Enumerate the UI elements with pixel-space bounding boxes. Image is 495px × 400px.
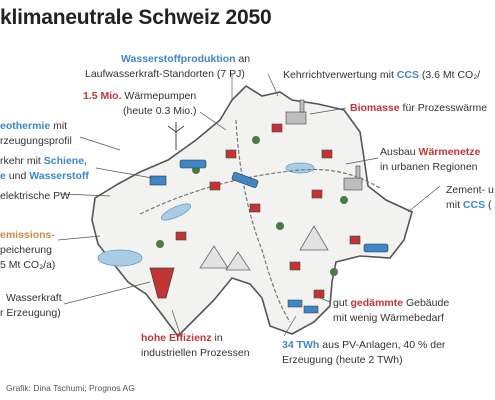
label-photovoltaics-line2: Erzeugung (heute 2 TWh) [282,354,403,366]
label-photovoltaics: 34 TWh aus PV-Anlagen, 40 % der [282,339,446,351]
label-efficiency-line2: industriellen Prozessen [141,347,250,359]
label-efficiency: hohe Effizienz in [141,332,223,344]
label-hydrogen-production-line2: Laufwasserkraft-Standorten (7 PJ) [85,68,245,80]
label-emission-storage-line2: peicherung [0,244,52,256]
factory-icon [285,99,363,191]
label-heat-networks: Ausbau Wärmenetze [380,146,481,158]
label-transport: rkehr mit Schiene, [0,155,87,167]
label-geothermal: eothermie mit [0,120,68,132]
label-transport-line2: e und Wasserstoff [0,170,89,182]
label-hydropower-line2: r Erzeugung) [0,307,61,319]
label-cement: Zement- u [446,184,494,196]
lake-geneva [97,249,143,267]
hydro-dam-icon [149,267,175,299]
train-icon [179,159,389,253]
truck-icon [149,175,167,186]
label-heat-pumps-line2: (heute 0.3 Mio.) [123,105,197,117]
lake-neuchatel [160,203,192,221]
railway-line [235,119,291,323]
label-insulated-buildings: gut gedämmte Gebäude [333,297,450,309]
label-heat-pumps: 1.5 Mio. Wärmepumpen [83,90,197,102]
label-biomass: Biomasse für Prozesswärme [350,102,488,114]
label-insulated-buildings-line2: mit wenig Wärmebedarf [333,312,444,324]
label-geothermal-line2: rzeugungsprofil [0,135,72,147]
label-waste-incineration: Kehrrichtverwertung mit CCS (3.6 Mt CO₂/ [283,69,481,81]
label-hydropower: Wasserkraft [6,292,62,304]
label-cement-line2: mit CCS ( [446,199,492,211]
label-emission-storage-line3: 5 Mt CO₂/a) [0,259,56,271]
source-credit: Grafik: Dina Tschumi; Prognos AG [6,383,135,393]
label-hydrogen-production: Wasserstoffproduktion an [121,53,251,65]
label-heat-networks-line2: in urbanen Regionen [380,161,478,173]
wind-turbine-icon [167,122,185,150]
diagram-title: klimaneutrale Schweiz 2050 [0,6,272,29]
house-icon [175,123,361,299]
solar-panel-icon [287,299,319,314]
label-electric-cars: elektrische PW [0,190,71,202]
callout-lines [57,73,441,337]
label-emission-storage: emissions- [0,229,55,241]
mountain-icon [199,225,329,271]
tree-icon [156,136,348,276]
railway-line [139,168,381,215]
